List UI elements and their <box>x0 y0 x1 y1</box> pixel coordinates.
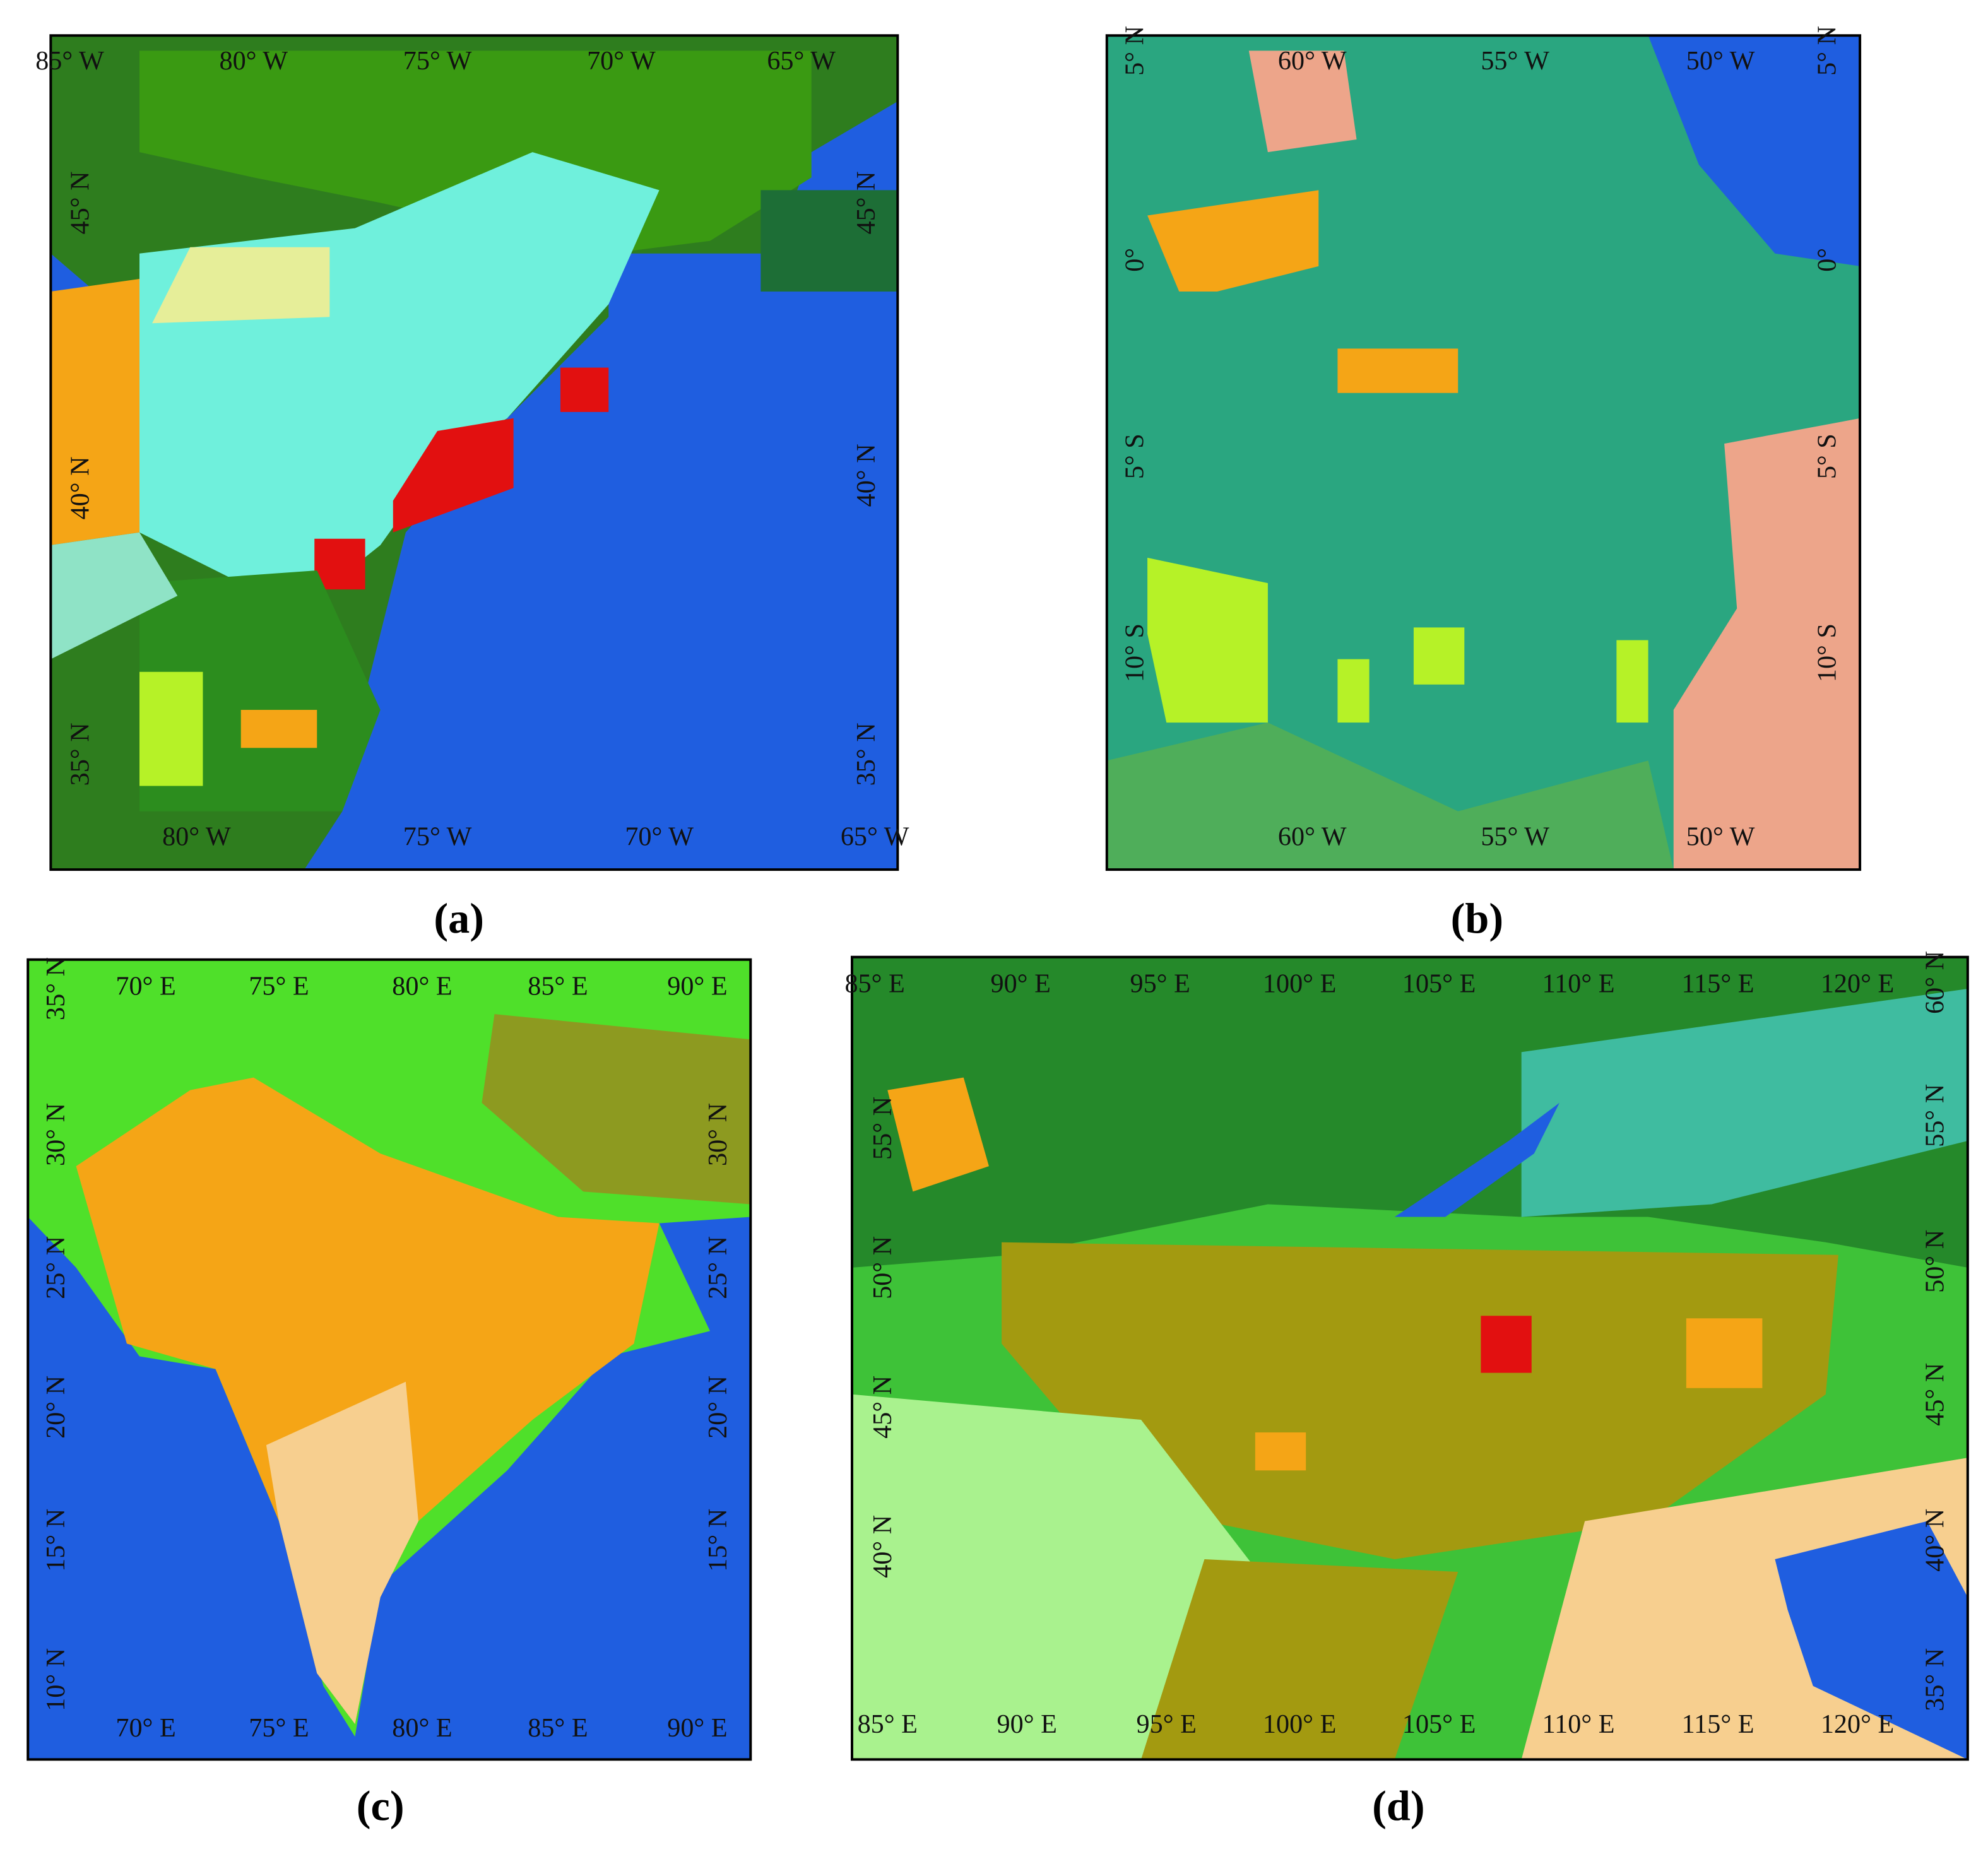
top-tick-label: 65° W <box>767 46 836 76</box>
top-tick-label: 105° E <box>1402 969 1476 999</box>
bottom-tick-label: 105° E <box>1402 1709 1476 1739</box>
top-tick-label: 80° W <box>219 46 288 76</box>
right-tick-label: 50° N <box>1920 1230 1950 1293</box>
left-tick-label: 15° N <box>41 1509 71 1572</box>
right-tick-label: 55° N <box>1920 1084 1950 1147</box>
right-tick-label: 60° N <box>1920 951 1950 1014</box>
top-tick-label: 120° E <box>1821 969 1894 999</box>
map-a <box>50 35 898 870</box>
bottom-tick-label: 80° W <box>162 822 231 852</box>
frame-d <box>850 955 1969 1761</box>
bottom-tick-label: 90° E <box>667 1713 727 1743</box>
bottom-tick-label: 120° E <box>1821 1709 1894 1739</box>
right-tick-label: 40° N <box>1920 1509 1950 1572</box>
right-tick-label: 20° N <box>703 1376 733 1439</box>
bottom-tick-label: 70° E <box>115 1713 175 1743</box>
top-tick-label: 60° W <box>1278 46 1347 76</box>
left-tick-label: 25° N <box>41 1236 71 1299</box>
left-tick-label: 10° N <box>41 1648 71 1711</box>
map-d <box>852 957 1968 1760</box>
top-tick-label: 90° E <box>667 972 727 1001</box>
right-tick-label: 5° S <box>1813 434 1842 479</box>
bottom-tick-label: 95° E <box>1137 1709 1197 1739</box>
left-tick-label: 55° N <box>868 1097 897 1160</box>
bottom-tick-label: 115° E <box>1682 1709 1754 1739</box>
right-tick-label: 15° N <box>703 1509 733 1572</box>
right-tick-label: 5° N <box>1813 26 1842 76</box>
right-tick-label: 25° N <box>703 1236 733 1299</box>
bottom-tick-label: 65° W <box>841 822 909 852</box>
right-tick-label: 35° N <box>1920 1648 1950 1711</box>
right-tick-label: 30° N <box>703 1103 733 1166</box>
top-tick-label: 75° E <box>249 972 309 1001</box>
right-tick-label: 45° N <box>1920 1363 1950 1426</box>
left-tick-label: 5° S <box>1120 434 1150 479</box>
left-tick-label: 10° S <box>1120 623 1150 682</box>
top-tick-label: 85° E <box>528 972 588 1001</box>
panel-caption: (d) <box>1372 1781 1424 1829</box>
left-tick-label: 20° N <box>41 1376 71 1439</box>
frame-a <box>49 34 899 871</box>
map-b <box>1106 35 1861 870</box>
left-tick-label: 40° N <box>65 456 95 519</box>
top-tick-label: 115° E <box>1682 969 1754 999</box>
top-tick-label: 50° W <box>1686 46 1755 76</box>
left-tick-label: 30° N <box>41 1103 71 1166</box>
left-tick-label: 40° N <box>868 1515 897 1578</box>
right-tick-label: 40° N <box>851 444 881 507</box>
left-tick-label: 45° N <box>65 171 95 234</box>
left-tick-label: 5° N <box>1120 26 1150 76</box>
top-tick-label: 90° E <box>991 969 1051 999</box>
right-tick-label: 10° S <box>1813 623 1842 682</box>
top-tick-label: 100° E <box>1263 969 1336 999</box>
left-tick-label: 50° N <box>868 1236 897 1299</box>
bottom-tick-label: 80° E <box>392 1713 452 1743</box>
top-tick-label: 85° W <box>35 46 104 76</box>
frame-b <box>1105 34 1862 871</box>
left-tick-label: 35° N <box>41 957 71 1020</box>
left-tick-label: 45° N <box>868 1376 897 1439</box>
panel-caption: (c) <box>357 1781 405 1829</box>
bottom-tick-label: 85° E <box>858 1709 918 1739</box>
top-tick-label: 110° E <box>1542 969 1615 999</box>
top-tick-label: 80° E <box>392 972 452 1001</box>
bottom-tick-label: 55° W <box>1481 822 1549 852</box>
frame-c <box>27 958 752 1761</box>
bottom-tick-label: 70° W <box>625 822 694 852</box>
top-tick-label: 85° E <box>844 969 904 999</box>
bottom-tick-label: 75° W <box>403 822 472 852</box>
bottom-tick-label: 75° E <box>249 1713 309 1743</box>
panel-caption: (a) <box>434 894 484 942</box>
left-tick-label: 0° <box>1120 248 1150 272</box>
bottom-tick-label: 90° E <box>997 1709 1057 1739</box>
bottom-tick-label: 110° E <box>1542 1709 1615 1739</box>
map-c <box>28 959 751 1760</box>
top-tick-label: 55° W <box>1481 46 1549 76</box>
bottom-tick-label: 100° E <box>1263 1709 1336 1739</box>
top-tick-label: 75° W <box>403 46 472 76</box>
bottom-tick-label: 60° W <box>1278 822 1347 852</box>
bottom-tick-label: 50° W <box>1686 822 1755 852</box>
right-tick-label: 45° N <box>851 171 881 234</box>
left-tick-label: 35° N <box>65 723 95 786</box>
top-tick-label: 70° E <box>115 972 175 1001</box>
top-tick-label: 70° W <box>587 46 656 76</box>
top-tick-label: 95° E <box>1130 969 1190 999</box>
panel-caption: (b) <box>1451 894 1503 942</box>
right-tick-label: 35° N <box>851 723 881 786</box>
bottom-tick-label: 85° E <box>528 1713 588 1743</box>
right-tick-label: 0° <box>1813 248 1842 272</box>
